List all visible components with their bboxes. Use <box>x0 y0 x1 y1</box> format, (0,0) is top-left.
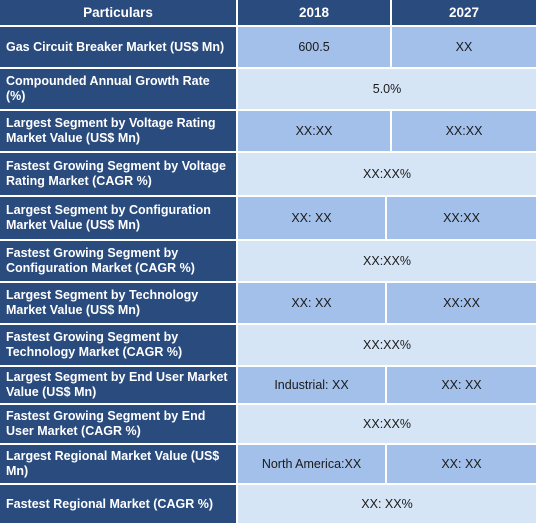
value-2018: XX:XX <box>238 111 390 151</box>
row-label: Compounded Annual Growth Rate (%) <box>0 69 236 109</box>
value-2027: XX:XX <box>387 197 536 239</box>
value-merged: XX: XX% <box>238 485 536 523</box>
value-2027: XX:XX <box>392 111 536 151</box>
row-label: Largest Segment by End User Market Value… <box>0 367 236 403</box>
row-label: Largest Segment by Configuration Market … <box>0 197 236 239</box>
row-label: Largest Segment by Technology Market Val… <box>0 283 236 323</box>
row-label: Fastest Growing Segment by Configuration… <box>0 241 236 281</box>
row-label: Largest Segment by Voltage Rating Market… <box>0 111 236 151</box>
row-label: Largest Regional Market Value (US$ Mn) <box>0 445 236 483</box>
row-label: Fastest Growing Segment by End User Mark… <box>0 405 236 443</box>
header-2027: 2027 <box>392 0 536 25</box>
value-merged: XX:XX% <box>238 405 536 443</box>
row-label: Gas Circuit Breaker Market (US$ Mn) <box>0 27 236 67</box>
row-label: Fastest Growing Segment by Technology Ma… <box>0 325 236 365</box>
value-2018: XX: XX <box>238 283 385 323</box>
row-label: Fastest Growing Segment by Voltage Ratin… <box>0 153 236 195</box>
header-particulars: Particulars <box>0 0 236 25</box>
value-2027: XX: XX <box>387 367 536 403</box>
value-merged: XX:XX% <box>238 241 536 281</box>
row-label: Fastest Regional Market (CAGR %) <box>0 485 236 523</box>
value-merged: XX:XX% <box>238 325 536 365</box>
value-merged: 5.0% <box>238 69 536 109</box>
header-2018: 2018 <box>238 0 390 25</box>
value-2027: XX <box>392 27 536 67</box>
value-2018: XX: XX <box>238 197 385 239</box>
value-2027: XX: XX <box>387 445 536 483</box>
value-2018: 600.5 <box>238 27 390 67</box>
value-2018: Industrial: XX <box>238 367 385 403</box>
value-merged: XX:XX% <box>238 153 536 195</box>
value-2018: North America:XX <box>238 445 385 483</box>
value-2027: XX:XX <box>387 283 536 323</box>
